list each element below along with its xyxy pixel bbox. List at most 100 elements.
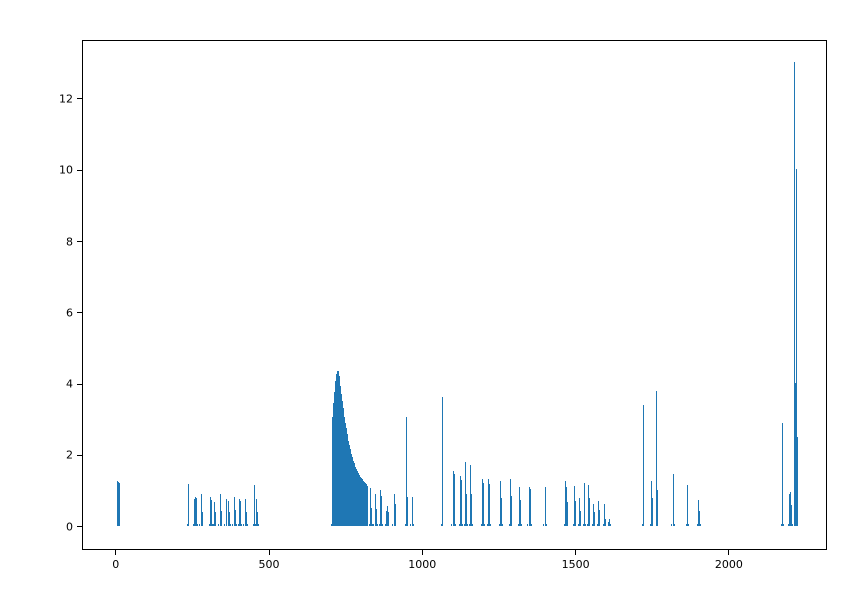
bar [511,524,512,525]
bar [367,501,368,526]
bar [388,524,389,525]
bar [188,524,189,526]
bar [545,502,546,526]
plot-area [82,40,827,550]
bar [530,502,531,526]
bar [700,524,701,525]
y-tick-label: 0 [49,520,73,533]
bar [521,524,522,525]
bar [119,484,120,526]
bar [472,524,473,525]
bar [455,524,456,525]
bar [202,524,203,525]
bar [594,524,595,525]
bar [371,508,372,526]
bar [567,524,568,525]
x-tick [422,550,423,555]
bar [546,524,547,525]
bar [489,497,490,526]
y-tick [77,455,82,456]
bar [221,524,222,525]
bar [599,510,600,526]
bar [584,497,585,526]
bar [483,497,484,526]
y-tick-label: 2 [49,449,73,462]
bar [657,524,658,525]
bar [502,524,503,525]
bar [652,524,653,525]
bar [580,524,581,525]
bar [466,494,467,526]
bar [567,502,568,526]
bar [575,524,576,525]
bar [413,524,414,525]
bar [247,524,248,525]
bar [783,524,784,525]
y-tick-label: 8 [49,235,73,248]
bar [230,524,231,525]
y-tick [77,98,82,99]
bar [531,524,532,525]
bar [188,504,189,525]
bar [782,494,783,526]
bar [395,504,396,525]
bar [395,524,396,525]
bar [224,524,225,526]
y-tick [77,526,82,527]
bar [407,524,408,525]
bar [442,490,443,526]
bar [643,494,644,526]
bar [797,524,798,526]
bar [258,524,259,525]
y-tick-label: 6 [49,306,73,319]
x-tick-label: 0 [112,558,119,571]
y-tick [77,312,82,313]
bar [511,496,512,526]
chart-container: 0500100015002000024681012 [0,0,861,602]
bar [688,524,689,525]
bar [687,501,688,526]
bar [652,498,653,526]
bar [236,524,237,525]
bar [119,524,120,525]
bar [197,524,198,525]
x-tick [728,550,729,555]
bar [215,524,216,525]
x-tick-label: 500 [259,558,280,571]
bar [471,494,472,525]
x-tick-label: 1000 [408,558,436,571]
bar [791,505,792,526]
bar [575,501,576,526]
bar [501,498,502,526]
bar [674,524,675,525]
bar [381,507,382,526]
x-tick [575,550,576,555]
bar [520,500,521,526]
bar [382,524,383,525]
bar [372,524,373,525]
x-tick [115,550,116,555]
bar [454,494,455,526]
y-tick [77,241,82,242]
bar [484,524,485,525]
bar [211,509,212,526]
y-tick-label: 4 [49,378,73,391]
bar [599,524,600,525]
bar [376,509,377,526]
x-tick-label: 2000 [715,558,743,571]
bar [490,524,491,525]
bar [610,524,611,525]
bar [657,490,658,526]
y-tick-label: 12 [49,92,73,105]
bar [442,524,443,525]
bar [461,496,462,526]
bar [407,497,408,526]
bar [797,437,798,526]
bar [254,501,255,526]
bar [605,524,606,525]
x-tick-label: 1500 [562,558,590,571]
bar [792,524,793,525]
x-tick [269,550,270,555]
bar [377,524,378,525]
bar [673,497,674,526]
